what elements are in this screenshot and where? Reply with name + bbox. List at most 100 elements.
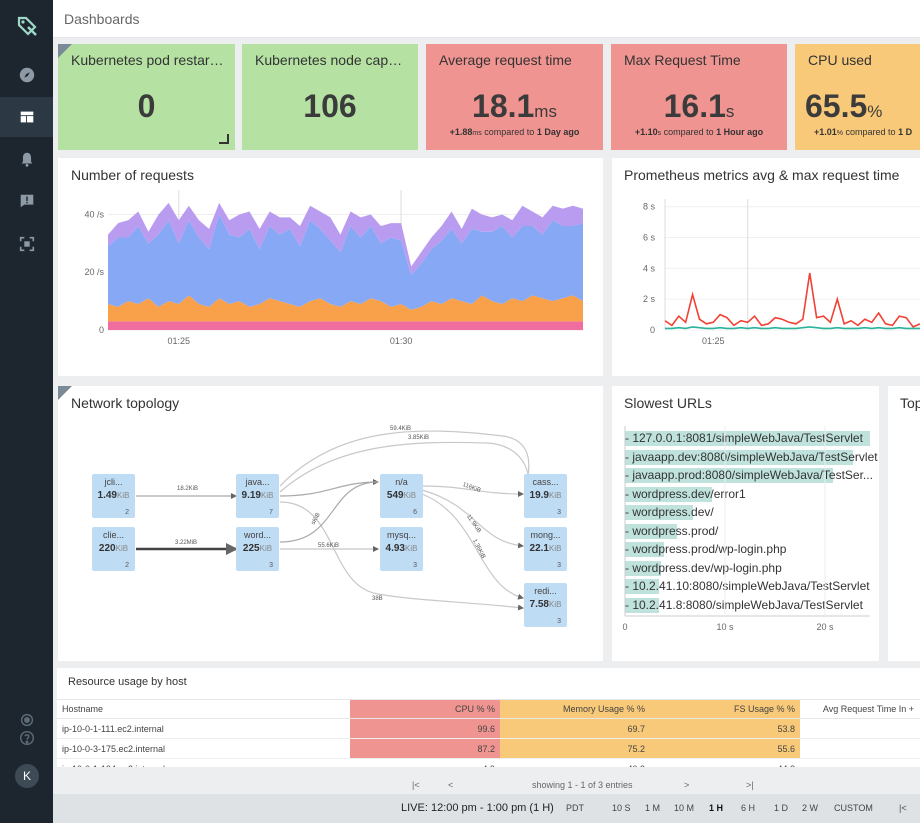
table-row[interactable]: ip-10-0-1-111.ec2.internal 99.6 69.7 53.8 <box>57 718 920 739</box>
url-bar-row[interactable]: - wordpress.dev/error1 <box>625 486 865 502</box>
url-bar <box>625 486 712 502</box>
panel-prometheus-metrics[interactable]: Prometheus metrics avg & max request tim… <box>612 158 920 376</box>
table-row[interactable]: ip-10-0-3-175.ec2.internal 87.2 75.2 55.6 <box>57 738 920 759</box>
pager-next-button[interactable]: > <box>684 780 690 790</box>
url-bar-row[interactable]: - wordpress.prod/wp-login.php <box>625 542 865 557</box>
stat-title: Kubernetes node capac... <box>255 52 408 68</box>
app-logo-icon[interactable] <box>0 6 53 46</box>
area-series-purple <box>108 202 583 276</box>
topology-node[interactable]: java... 9.19KiB 7 <box>236 474 279 518</box>
url-bar-row[interactable]: - javaapp.dev:8080/simpleWebJava/TestSer… <box>625 449 878 465</box>
url-bar <box>625 579 659 594</box>
explore-compass-icon[interactable] <box>0 55 53 95</box>
table-cell <box>800 738 920 759</box>
url-bar-row[interactable]: - javaapp.prod:8080/simpleWebJava/TestSe… <box>625 468 873 483</box>
url-label: - 10.2.41.10:8080/simpleWebJava/TestServ… <box>625 579 870 593</box>
line-series-avg <box>665 326 920 330</box>
requests-area-chart[interactable]: 40 /s 20 /s 0 01:25 01:30 <box>58 158 603 376</box>
topology-node[interactable]: jcli... 1.49KiB 2 <box>92 474 135 518</box>
panel-top[interactable]: Top <box>888 386 920 661</box>
stat-value: 0 <box>137 88 156 124</box>
column-header[interactable]: Memory Usage % % <box>500 699 650 719</box>
page-title: Dashboards <box>64 11 140 27</box>
x-tick-label: 0 <box>622 622 627 632</box>
stat-tile-avg-request-time[interactable]: Average request time 18.1ms +1.88ms comp… <box>426 44 603 150</box>
panel-resource-usage[interactable]: Resource usage by host Hostname CPU % % Me… <box>57 668 920 767</box>
url-bar-row[interactable]: - 10.2.41.8:8080/simpleWebJava/TestServl… <box>625 597 865 613</box>
url-bar <box>625 597 659 613</box>
alerts-bell-icon[interactable] <box>0 139 53 179</box>
live-time-range[interactable]: LIVE: 12:00 pm - 1:00 pm (1 H) <box>401 802 554 814</box>
topology-node[interactable]: clie... 220KiB 2 <box>92 527 135 571</box>
panel-title: Prometheus metrics avg & max request tim… <box>624 167 900 183</box>
table-cell: 55.6 <box>650 738 800 759</box>
range-1h[interactable]: 1 H <box>709 803 724 813</box>
column-header[interactable]: FS Usage % % <box>650 699 800 719</box>
stat-tile-cpu-used[interactable]: CPU used 65.5% +1.01% compared to 1 D <box>795 44 920 150</box>
topology-node[interactable]: mong... 22.1KiB 3 <box>524 527 567 571</box>
area-series-blue <box>108 214 583 310</box>
top-bar: Dashboards <box>53 0 920 38</box>
range-2w[interactable]: 2 W <box>802 803 819 813</box>
panel-title: Top <box>900 395 920 411</box>
range-10s[interactable]: 10 S <box>612 803 631 813</box>
prometheus-line-chart[interactable]: 8 s 6 s 4 s 2 s 0 01:25 <box>612 158 920 376</box>
capture-icon[interactable] <box>0 224 53 264</box>
stat-comparison: +1.10s compared to 1 Hour ago <box>634 127 764 137</box>
table-cell <box>800 718 920 739</box>
stat-title: Max Request Time <box>624 52 741 68</box>
integrations-icon[interactable] <box>0 700 53 740</box>
table-row[interactable]: ip-10-0-1-194.ec2.internal4.940.344.8 <box>57 758 920 767</box>
url-bar-row[interactable]: - wordpress.prod/ <box>625 523 865 539</box>
range-10m[interactable]: 10 M <box>674 803 695 813</box>
column-header[interactable]: Hostname <box>57 699 350 719</box>
edge-label: 55.6KiB <box>318 543 340 549</box>
timezone-label[interactable]: PDT <box>566 803 584 813</box>
topology-node[interactable]: redi... 7.58KiB 3 <box>524 583 567 627</box>
table-cell: 40.3 <box>500 758 650 767</box>
url-bar-row[interactable]: - wordpress.dev/ <box>625 505 865 520</box>
panel-network-topology[interactable]: Network topology 18.2KiB 3.22MiB 59.4KiB <box>58 386 603 661</box>
range-6h[interactable]: 6 H <box>741 803 756 813</box>
resize-handle-icon[interactable] <box>219 134 229 144</box>
table-cell: 69.7 <box>500 718 650 739</box>
x-tick-label: 01:30 <box>390 336 413 346</box>
y-tick-label: 0 <box>650 325 655 335</box>
pager-last-button[interactable]: >| <box>746 780 754 790</box>
panel-slowest-urls[interactable]: Slowest URLs - 127.0.0.1:8081/simpleWebJ… <box>612 386 879 661</box>
y-tick-label: 8 s <box>643 202 656 212</box>
topology-node[interactable]: cass... 19.9KiB 3 <box>524 474 567 518</box>
table-cell: 99.6 <box>350 718 500 739</box>
url-label: - 127.0.0.1:8081/simpleWebJava/TestServl… <box>625 431 863 445</box>
range-1d[interactable]: 1 D <box>774 803 789 813</box>
column-header[interactable]: Avg Request Time In + <box>800 699 920 719</box>
url-bar-row[interactable]: - 10.2.41.10:8080/simpleWebJava/TestServ… <box>625 579 870 594</box>
edge-label: 59.4KiB <box>390 426 412 432</box>
url-label: - wordpress.dev/error1 <box>625 486 746 501</box>
line-series-max <box>664 272 920 328</box>
resource-table[interactable]: Hostname CPU % % Memory Usage % % FS Usage … <box>57 699 920 767</box>
dashboards-icon[interactable] <box>0 97 53 137</box>
y-tick-label: 20 /s <box>84 267 104 277</box>
topology-edges <box>136 430 530 611</box>
stat-tile-max-request-time[interactable]: Max Request Time 16.1s +1.10s compared t… <box>611 44 787 150</box>
stat-tile-pod-restarts[interactable]: Kubernetes pod restart ... 0 <box>58 44 235 150</box>
topology-node[interactable]: mysq... 4.93KiB 3 <box>380 527 423 571</box>
table-cell: 4.9 <box>350 758 500 767</box>
user-avatar[interactable]: K <box>15 764 39 788</box>
range-custom[interactable]: CUSTOM <box>834 803 873 813</box>
jump-to-end-button[interactable]: |< <box>899 803 907 813</box>
column-header[interactable]: CPU % % <box>350 699 500 719</box>
url-bar-row[interactable]: - 127.0.0.1:8081/simpleWebJava/TestServl… <box>625 431 870 446</box>
topology-node[interactable]: word... 225KiB 3 <box>236 527 279 571</box>
topology-node[interactable]: n/a 549KiB 6 <box>380 474 423 518</box>
pager-first-button[interactable]: |< <box>412 780 420 790</box>
table-cell <box>800 758 920 767</box>
panel-number-of-requests[interactable]: Number of requests 40 /s 20 /s 0 01:25 01:30 <box>58 158 603 376</box>
range-1m[interactable]: 1 M <box>645 803 661 813</box>
stat-tile-node-capacity[interactable]: Kubernetes node capac... 106 <box>242 44 418 150</box>
url-bar-row[interactable]: - wordpress.dev/wp-login.php <box>625 560 865 576</box>
events-icon[interactable] <box>0 181 53 221</box>
table-cell: ip-10-0-1-111.ec2.internal <box>57 718 350 739</box>
pager-prev-button[interactable]: < <box>448 780 454 790</box>
